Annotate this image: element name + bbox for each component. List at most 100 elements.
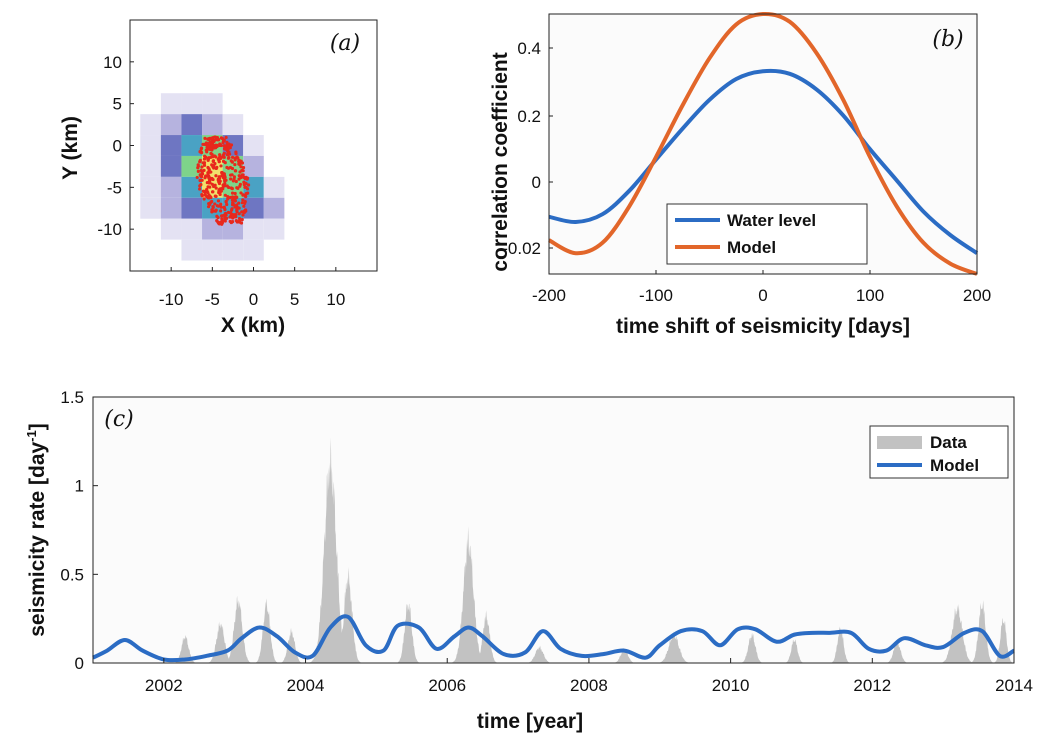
event-point [234, 215, 238, 219]
panel-c-ylabel: seismicity rate [day-1] [24, 423, 49, 637]
heatmap-cell [140, 155, 161, 177]
event-point [225, 140, 229, 144]
event-point [233, 169, 237, 173]
event-point [241, 198, 245, 202]
event-point [238, 184, 242, 188]
event-point [242, 209, 246, 213]
panel-b-legend-box [666, 203, 868, 265]
heatmap-cell [202, 114, 223, 136]
event-point [226, 197, 230, 201]
y-tick-label: -5 [107, 178, 122, 197]
event-point [240, 210, 244, 214]
event-point [239, 221, 244, 225]
event-point [207, 175, 211, 180]
x-tick-label: 100 [856, 286, 884, 305]
panel-b-ylabel: correlation coefficient [489, 52, 512, 271]
y-tick-label: 1 [75, 477, 84, 496]
panel-b-tag: (b) [932, 27, 963, 52]
event-point [214, 155, 218, 159]
event-point [200, 165, 204, 169]
event-point [219, 209, 223, 213]
heatmap-cell [181, 93, 203, 115]
event-point [229, 177, 233, 181]
heatmap-cell [181, 135, 203, 156]
event-point [228, 195, 232, 200]
event-point [204, 141, 208, 145]
panel-c-legend: Data Model [869, 425, 1009, 479]
event-point [200, 178, 204, 182]
event-point [205, 150, 209, 154]
panel-c-ylabel-end: ] [26, 423, 49, 430]
event-point [230, 212, 234, 217]
event-point [232, 177, 236, 181]
panel-a: -10 -5 0 5 10 10 5 0 -5 -10 (a) X (km) Y (km) [59, 19, 378, 337]
event-point [230, 203, 235, 207]
event-point [201, 189, 205, 193]
event-point [233, 162, 237, 167]
event-point [208, 140, 212, 144]
event-point [217, 222, 221, 226]
heatmap-cell [222, 239, 244, 261]
heatmap-cell [243, 218, 264, 240]
heatmap-cell [222, 218, 244, 240]
event-point [210, 208, 214, 212]
event-point [230, 191, 235, 195]
heatmap-cell [263, 197, 285, 219]
panel-c-plot-area [93, 397, 1014, 663]
y-tick-label: -0.02 [502, 239, 541, 258]
event-point [238, 170, 242, 174]
panel-a-x-ticks: -10 -5 0 5 10 [159, 267, 345, 309]
event-point [202, 157, 207, 161]
event-point [230, 173, 234, 177]
event-point [198, 160, 202, 164]
event-point [228, 219, 232, 224]
event-point [234, 156, 238, 160]
heatmap-cell [243, 155, 264, 177]
event-point [219, 164, 223, 168]
event-point [238, 162, 242, 167]
event-point [206, 196, 210, 200]
x-tick-label: 2010 [712, 676, 750, 695]
x-tick-label: 0 [758, 286, 767, 305]
x-tick-label: -5 [205, 290, 220, 309]
panel-c-x-ticks: 2002 2004 2006 2008 2010 2012 2014 [145, 658, 1033, 695]
heatmap-cell [140, 197, 161, 219]
event-point [211, 159, 215, 163]
event-point [210, 137, 214, 141]
event-point [230, 208, 234, 212]
event-point [216, 178, 220, 182]
y-tick-label: 0 [75, 654, 84, 673]
event-point [206, 205, 211, 209]
event-point [226, 151, 230, 155]
event-point [205, 145, 209, 150]
event-point [210, 163, 214, 167]
heatmap-cell [160, 93, 182, 115]
heatmap-cell [263, 176, 285, 198]
event-point [220, 221, 225, 225]
y-tick-label: 0 [113, 137, 122, 156]
y-tick-label: 10 [103, 53, 122, 72]
panel-b-y-ticks: 0.4 0.2 0 -0.02 [502, 39, 553, 258]
event-point [207, 168, 211, 172]
event-point [226, 166, 231, 170]
event-point [214, 186, 218, 190]
event-point [241, 193, 245, 197]
event-point [239, 159, 243, 163]
event-point [215, 143, 219, 147]
heatmap-cell [140, 176, 161, 198]
event-point [210, 176, 214, 181]
legend-model-c-label: Model [930, 456, 979, 475]
event-point [240, 201, 244, 205]
event-point [207, 147, 212, 151]
event-point [200, 194, 204, 198]
x-tick-label: 2008 [570, 676, 608, 695]
series-line-water-level [548, 68, 979, 255]
event-point [228, 215, 232, 219]
x-tick-label: 5 [290, 290, 299, 309]
event-point [239, 191, 243, 195]
event-point [218, 191, 222, 195]
x-tick-label: 10 [326, 290, 345, 309]
heatmap-cell [160, 155, 182, 177]
panel-c-tag: (c) [104, 407, 134, 432]
event-point [203, 136, 207, 140]
